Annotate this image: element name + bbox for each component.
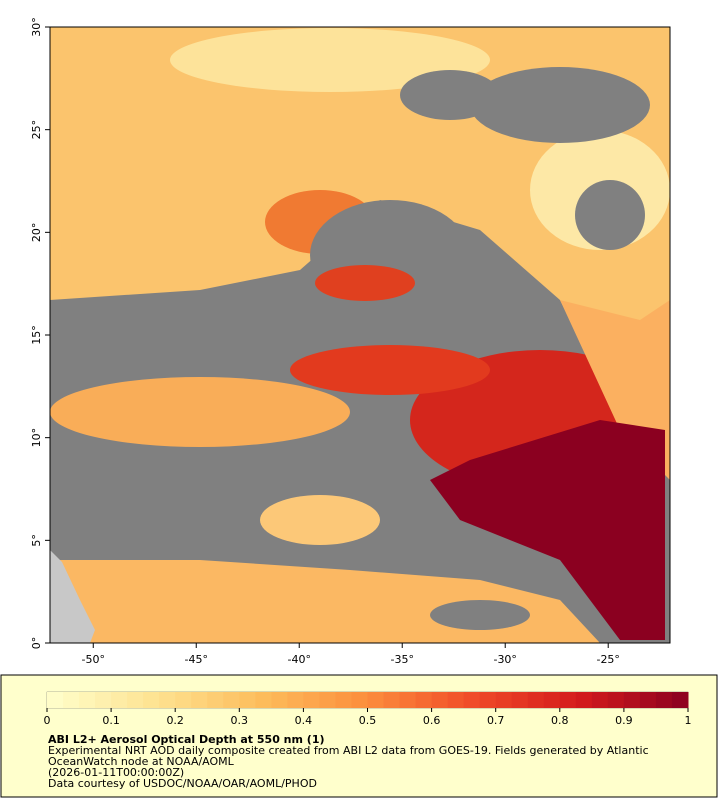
x-tick-label: -50° <box>82 653 105 666</box>
colorbar-swatch <box>655 692 673 708</box>
colorbar-tick-label: 0.5 <box>359 714 377 727</box>
aod-region <box>260 495 380 545</box>
colorbar-tick-label: 0.7 <box>487 714 505 727</box>
y-tick-label: 5° <box>30 534 43 547</box>
colorbar-swatch <box>207 692 224 708</box>
colorbar-swatch <box>111 692 128 708</box>
colorbar-swatch <box>255 692 272 708</box>
colorbar-swatch <box>511 692 529 708</box>
colorbar-swatch <box>447 692 465 708</box>
caption-line: (2026-01-11T00:00:00Z) <box>48 766 184 779</box>
x-tick-label: -45° <box>185 653 208 666</box>
y-tick-label: 30° <box>30 17 43 37</box>
colorbar-swatch <box>159 692 176 708</box>
colorbar-swatch <box>591 692 609 708</box>
caption-title: ABI L2+ Aerosol Optical Depth at 550 nm … <box>48 733 325 746</box>
colorbar-swatch <box>191 692 208 708</box>
colorbar-swatch <box>479 692 497 708</box>
land <box>50 550 95 643</box>
x-tick-label: -40° <box>288 653 311 666</box>
aod-region <box>430 420 665 640</box>
colorbar-swatch <box>543 692 561 708</box>
aod-region <box>170 28 490 92</box>
colorbar-swatch <box>47 692 64 708</box>
colorbar-swatch <box>671 692 689 708</box>
colorbar-tick-label: 0.4 <box>295 714 313 727</box>
colorbar-swatch <box>95 692 112 708</box>
colorbar-swatch <box>319 692 336 708</box>
colorbar-tick-label: 0.1 <box>102 714 120 727</box>
colorbar-swatch <box>351 692 368 708</box>
x-tick-label: -35° <box>390 653 413 666</box>
colorbar-swatch <box>223 692 240 708</box>
colorbar-swatch <box>175 692 192 708</box>
colorbar-tick-label: 0.3 <box>231 714 249 727</box>
colorbar-tick-label: 0 <box>44 714 51 727</box>
map-image <box>49 26 671 644</box>
colorbar-swatch <box>239 692 256 708</box>
no-data <box>575 180 645 250</box>
no-data <box>470 67 650 143</box>
no-data <box>430 600 530 630</box>
colorbar-swatch <box>271 692 288 708</box>
colorbar-tick-label: 0.9 <box>615 714 633 727</box>
colorbar-swatch <box>431 692 449 708</box>
colorbar-swatch <box>335 692 352 708</box>
colorbar-swatch <box>287 692 304 708</box>
colorbar-swatch <box>127 692 144 708</box>
y-tick-label: 0° <box>30 637 43 650</box>
y-tick-label: 25° <box>30 120 43 140</box>
colorbar-swatch <box>415 692 433 708</box>
colorbar-swatch <box>527 692 545 708</box>
aod-region <box>50 377 350 447</box>
aod-region <box>50 27 670 480</box>
aod-region <box>290 345 490 395</box>
colorbar-swatch <box>463 692 481 708</box>
colorbar-tick-label: 0.6 <box>423 714 441 727</box>
caption-line: Experimental NRT AOD daily composite cre… <box>48 744 649 757</box>
colorbar-swatch <box>303 692 320 708</box>
colorbar-swatch <box>143 692 160 708</box>
caption-line: Data courtesy of USDOC/NOAA/OAR/AOML/PHO… <box>48 777 317 790</box>
colorbar-swatch <box>399 692 417 708</box>
colorbar-swatch <box>79 692 96 708</box>
y-tick-label: 20° <box>30 223 43 243</box>
no-data <box>400 70 500 120</box>
colorbar-swatch <box>367 692 385 708</box>
colorbar-tick-label: 0.8 <box>551 714 569 727</box>
colorbar-swatch <box>575 692 593 708</box>
colorbar-swatch <box>623 692 641 708</box>
colorbar-swatch <box>383 692 401 708</box>
colorbar-swatch <box>63 692 80 708</box>
colorbar-swatch <box>607 692 625 708</box>
colorbar-tick-label: 1 <box>685 714 692 727</box>
caption-line: OceanWatch node at NOAA/AOML <box>48 755 235 768</box>
colorbar-tick-label: 0.2 <box>166 714 184 727</box>
colorbar-swatch <box>495 692 513 708</box>
aod-region <box>315 265 415 301</box>
y-tick-label: 10° <box>30 428 43 448</box>
y-tick-label: 15° <box>30 325 43 345</box>
x-tick-label: -25° <box>596 653 619 666</box>
colorbar-swatch <box>639 692 657 708</box>
x-tick-label: -30° <box>493 653 516 666</box>
colorbar-swatch <box>559 692 577 708</box>
